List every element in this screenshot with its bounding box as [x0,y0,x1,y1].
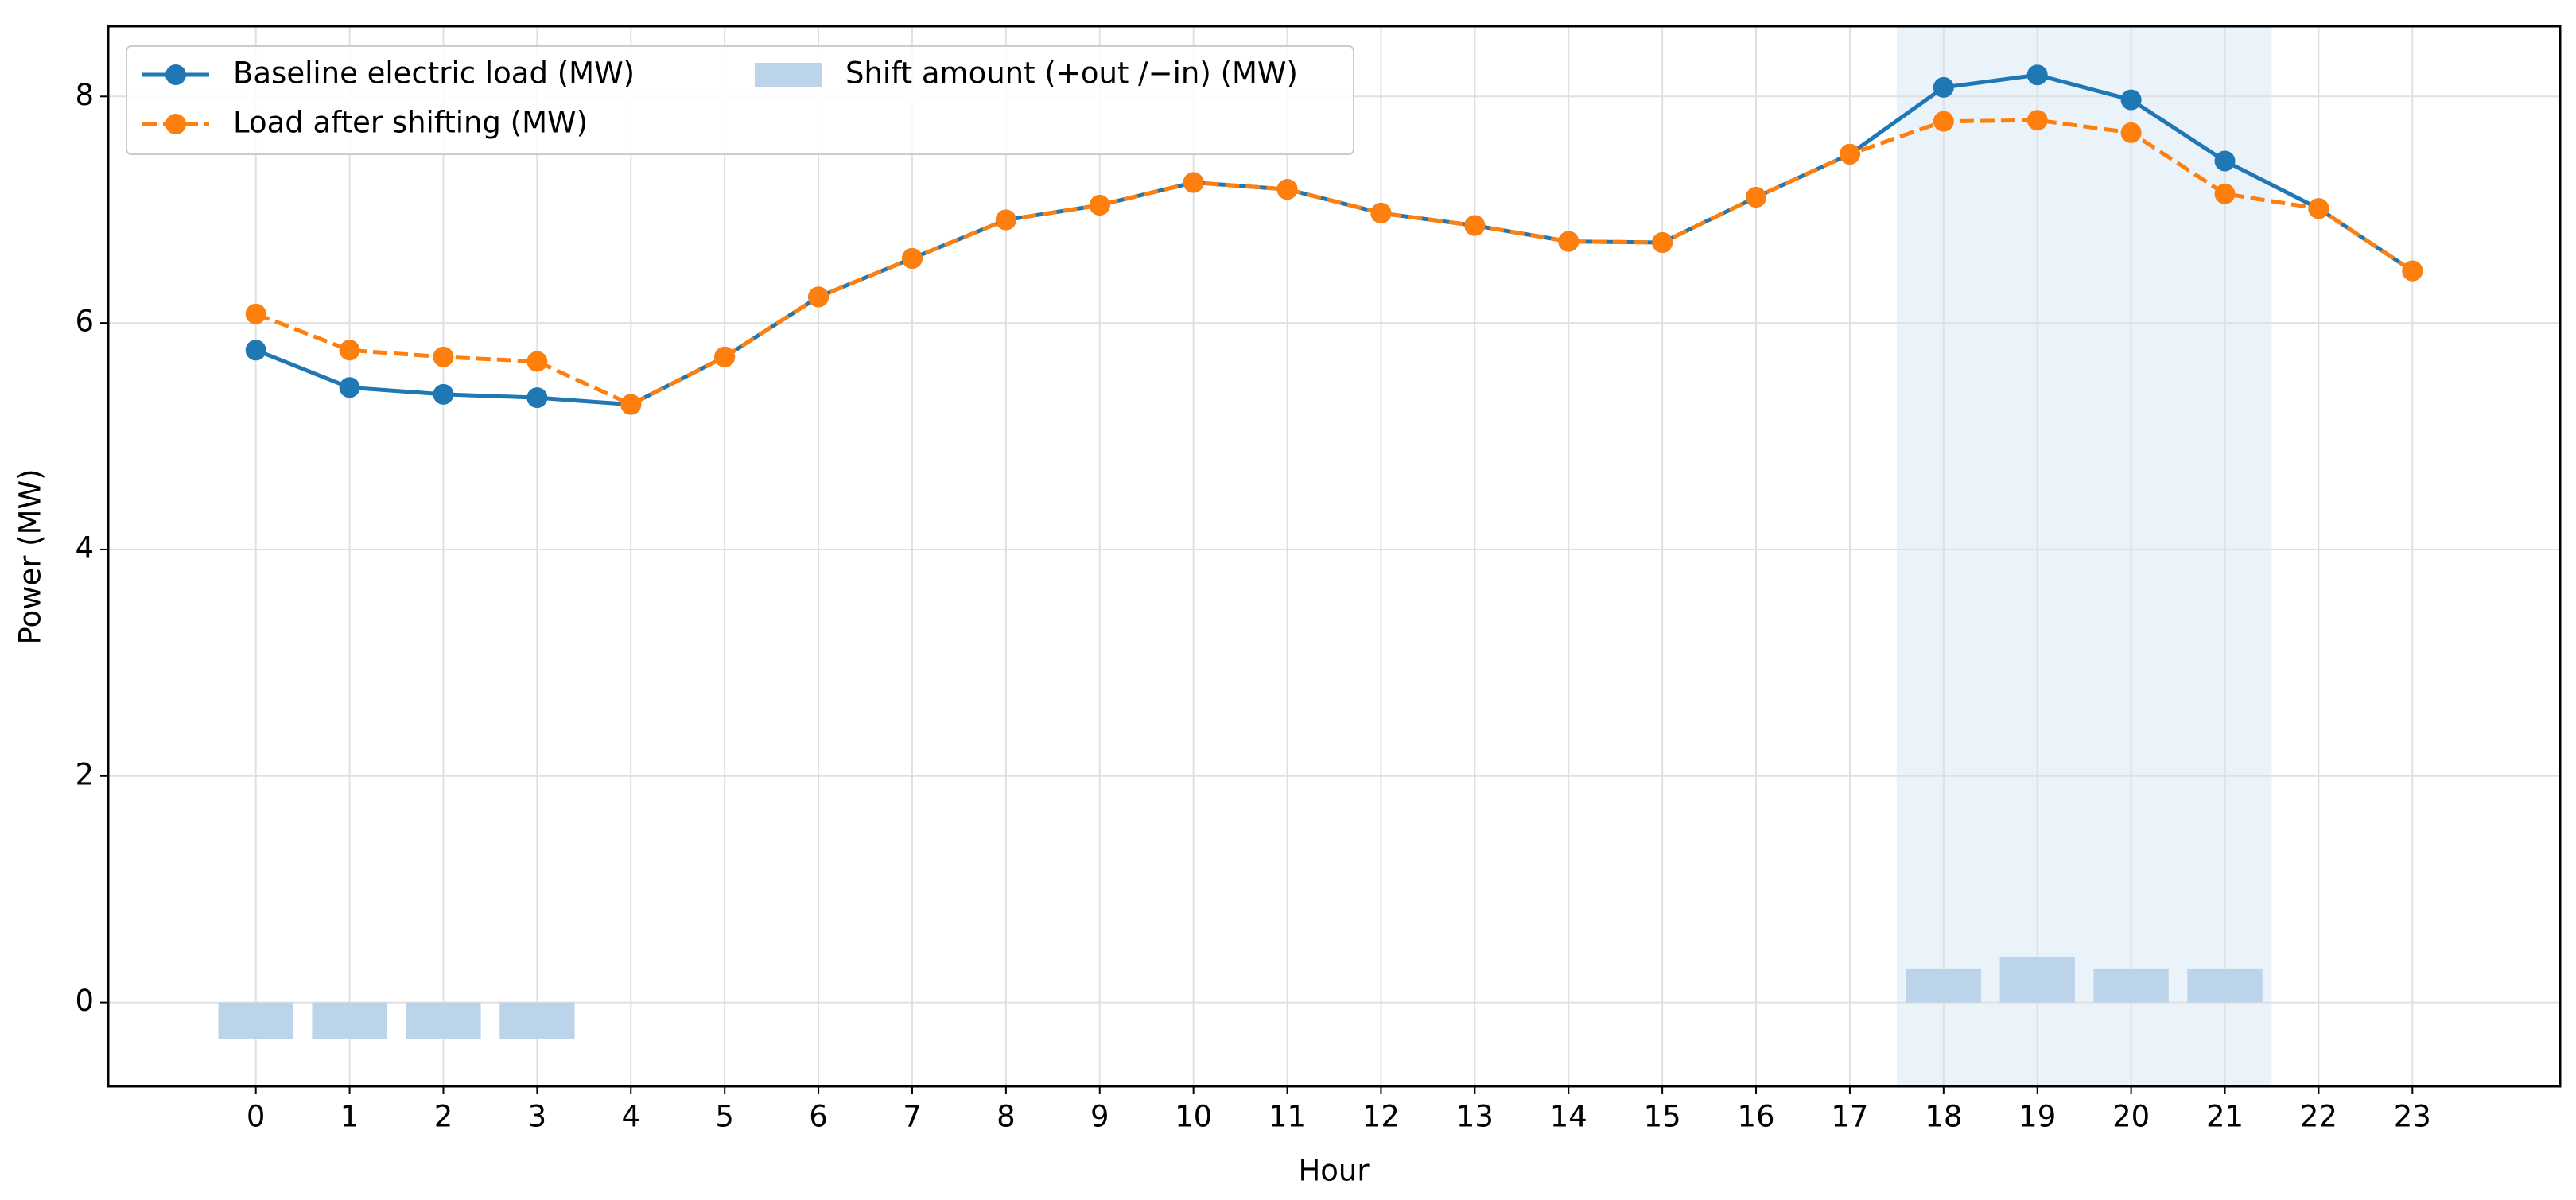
series-marker [1839,143,1860,165]
shift-bar [2187,968,2263,1003]
x-tick-label: 22 [2300,1100,2337,1134]
x-tick-label: 4 [622,1100,641,1134]
x-axis-label: Hour [1298,1154,1370,1188]
x-tick-label: 6 [809,1100,828,1134]
y-tick-label: 8 [75,78,94,112]
series-marker [620,394,642,415]
x-tick-label: 1 [340,1100,359,1134]
series-marker [995,209,1016,231]
shift-bar [406,1002,481,1039]
legend-marker [165,114,186,134]
x-tick-label: 5 [715,1100,734,1134]
x-tick-label: 15 [1644,1100,1681,1134]
x-tick-label: 21 [2206,1100,2244,1134]
series-marker [2402,260,2423,282]
shift-bar [312,1002,387,1039]
x-tick-label: 16 [1737,1100,1774,1134]
series-marker [1558,231,1579,252]
series-marker [1183,172,1204,193]
series-marker [1370,202,1392,223]
series-marker [2214,150,2236,172]
x-tick-label: 17 [1831,1100,1868,1134]
series-marker [2026,110,2048,131]
shift-bar [218,1002,293,1039]
legend-box [126,45,1354,155]
x-tick-label: 18 [1925,1100,1962,1134]
series-marker [2120,89,2142,111]
series-marker [2214,183,2236,204]
series-marker [714,346,736,367]
y-tick-label: 2 [75,757,94,791]
plot-background [108,26,2560,1086]
series-marker [339,340,360,361]
series-marker [1089,195,1110,216]
series-marker [526,351,548,372]
x-tick-label: 20 [2112,1100,2150,1134]
series-marker [433,383,454,405]
legend-label: Shift amount (+out /−in) (MW) [845,56,1298,91]
series-marker [433,346,454,367]
highlight-span [1896,26,2272,1086]
legend-marker [165,64,186,85]
legend-label: Baseline electric load (MW) [233,56,635,91]
series-marker [1464,215,1486,236]
series-marker [1276,179,1298,200]
x-tick-label: 2 [434,1100,453,1134]
legend-label: Load after shifting (MW) [233,106,588,140]
x-tick-label: 19 [2018,1100,2056,1134]
y-tick-label: 0 [75,984,94,1018]
series-marker [1746,187,1767,208]
y-tick-label: 4 [75,530,94,565]
x-tick-label: 7 [903,1100,922,1134]
plot-frame [107,25,2562,1088]
x-tick-label: 12 [1362,1100,1400,1134]
x-tick-label: 10 [1175,1100,1212,1134]
shift-bar [1906,968,1981,1003]
series-marker [245,303,266,324]
x-tick-label: 3 [528,1100,547,1134]
shift-bar [499,1002,575,1039]
series-marker [526,387,548,409]
series-marker [1933,76,1954,98]
shift-bar [2093,968,2169,1003]
series-marker [339,377,360,398]
series-marker [901,247,923,269]
series-marker [2026,64,2048,86]
x-tick-label: 0 [247,1100,266,1134]
y-tick-label: 6 [75,305,94,339]
x-tick-label: 8 [997,1100,1016,1134]
x-tick-label: 23 [2394,1100,2431,1134]
series-marker [1652,232,1673,254]
x-tick-label: 14 [1550,1100,1587,1134]
series-marker [245,340,266,361]
series-marker [2308,198,2329,219]
series-marker [1933,111,1954,132]
series-marker [808,286,830,308]
series-marker [2120,122,2142,143]
x-tick-label: 11 [1269,1100,1306,1134]
series-line [254,118,2414,407]
x-tick-label: 13 [1456,1100,1494,1134]
x-tick-label: 9 [1090,1100,1109,1134]
shift-bar [1999,957,2075,1003]
legend-swatch [755,63,822,87]
y-axis-label: Power (MW) [14,468,48,644]
